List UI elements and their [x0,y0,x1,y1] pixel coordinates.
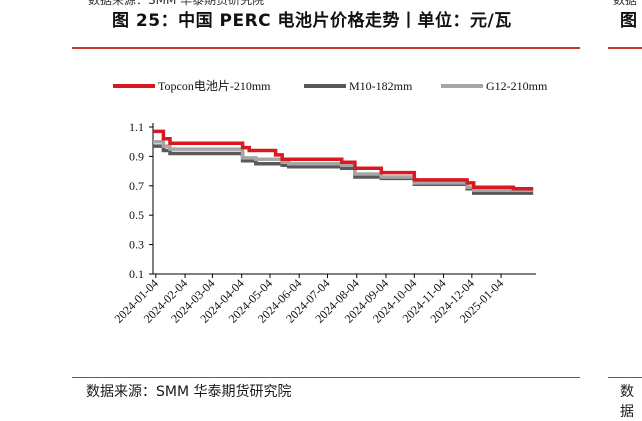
source-note: 数据来源：SMM 华泰期货研究院 [86,384,292,400]
y-tick-label: 0.1 [129,267,144,281]
series-line [153,139,534,192]
source-rule [72,377,580,378]
y-tick-label: 0.7 [129,179,144,193]
legend-label: G12-210mm [486,79,548,93]
title-rule [72,47,580,49]
legend-label: M10-182mm [349,79,413,93]
source-note-right-fragment: 数据 [620,384,634,420]
source-rule-right [608,377,642,378]
series-line [153,129,534,191]
title-rule-right [608,47,642,49]
y-tick-label: 0.3 [129,238,144,252]
right-title-fragment: 图 [620,11,637,31]
price-line-chart: 1.10.90.70.50.30.12024-01-042024-02-0420… [111,79,548,326]
legend-label: Topcon电池片-210mm [158,79,271,93]
y-tick-label: 0.5 [129,208,144,222]
figure-title: 图 25：中国 PERC 电池片价格走势丨单位：元/瓦 [112,11,512,31]
y-tick-label: 1.1 [129,120,144,134]
y-tick-label: 0.9 [129,149,144,163]
cut-right-text: 数据 [613,0,638,7]
cut-source-line: 数据来源：SMM 华泰期货研究院 [88,0,265,7]
